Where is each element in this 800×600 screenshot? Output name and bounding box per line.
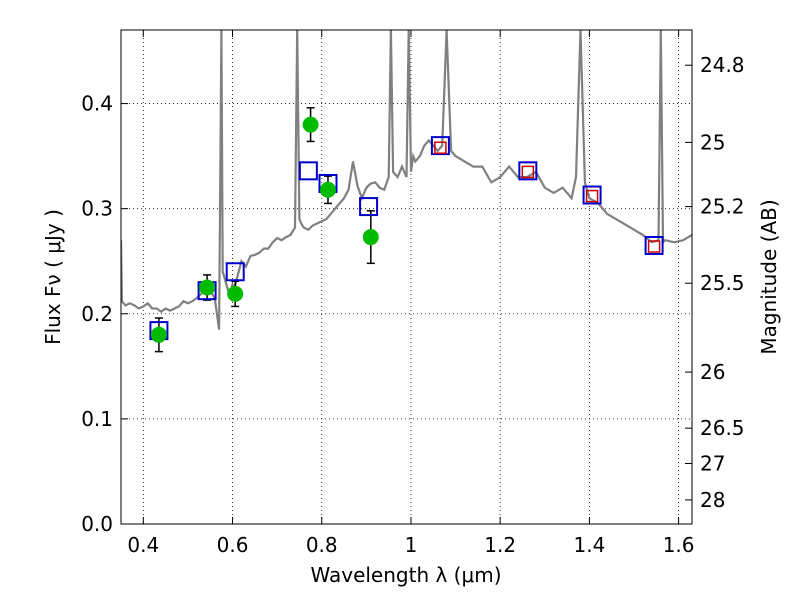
model-point-square — [582, 185, 602, 205]
x-tick-label: 0.6 — [217, 533, 249, 557]
model-inner-square — [647, 240, 661, 253]
model-inner-square — [434, 141, 447, 154]
spectrum-series — [121, 30, 692, 330]
observed-photometry-series — [150, 116, 379, 343]
observed-point — [319, 181, 336, 198]
x-axis-ticks: 0.4 0.6 0.8 1 1.2 1.4 1.6 — [127, 30, 695, 557]
y2-tick-label: 26 — [700, 360, 725, 384]
model-point-square — [518, 161, 538, 181]
model-inner-square — [585, 189, 599, 203]
y-tick-label: 0.4 — [81, 92, 113, 116]
spectrum-line — [121, 30, 692, 330]
observed-point — [362, 229, 379, 246]
model-point-square — [298, 161, 318, 181]
model-point-square — [359, 197, 379, 217]
x-tick-label: 1.4 — [573, 533, 605, 557]
y-tick-label: 0.2 — [81, 302, 113, 326]
y-tick-label: 0.3 — [81, 197, 113, 221]
observed-point — [227, 285, 244, 302]
x-tick-label: 1.6 — [663, 533, 695, 557]
observed-point — [199, 279, 216, 296]
model-point-square — [225, 262, 245, 282]
model-inner-square — [521, 165, 535, 179]
observed-point — [150, 326, 167, 343]
y2-tick-label: 25.2 — [700, 195, 745, 219]
plot-frame — [120, 29, 693, 525]
x-tick-label: 0.4 — [127, 533, 159, 557]
y-axis-ticks: 0.0 0.1 0.2 0.3 0.4 — [81, 92, 128, 536]
x-tick-label: 1.2 — [484, 533, 516, 557]
x-tick-label: 0.8 — [306, 533, 338, 557]
model-point-square — [430, 136, 450, 156]
error-bars — [154, 107, 375, 353]
y2-axis-ticks: 24.8 25 25.2 25.5 26 26.5 27 28 — [685, 53, 745, 512]
y2-tick-label: 24.8 — [700, 53, 745, 77]
y-axis-label: Flux Fν ( μJy ) — [41, 209, 65, 345]
y2-axis-label: Magnitude (AB) — [757, 199, 781, 354]
y2-tick-label: 28 — [700, 488, 725, 512]
y2-tick-label: 25 — [700, 130, 725, 154]
y-tick-label: 0.1 — [81, 407, 113, 431]
y2-tick-label: 25.5 — [700, 271, 745, 295]
observed-point — [302, 116, 319, 133]
y2-tick-label: 26.5 — [700, 416, 745, 440]
x-axis-label: Wavelength λ (μm) — [310, 563, 501, 587]
model-point-square — [644, 235, 664, 255]
y2-tick-label: 27 — [700, 452, 725, 476]
x-tick-label: 1 — [405, 533, 418, 557]
y-tick-label: 0.0 — [81, 512, 113, 536]
